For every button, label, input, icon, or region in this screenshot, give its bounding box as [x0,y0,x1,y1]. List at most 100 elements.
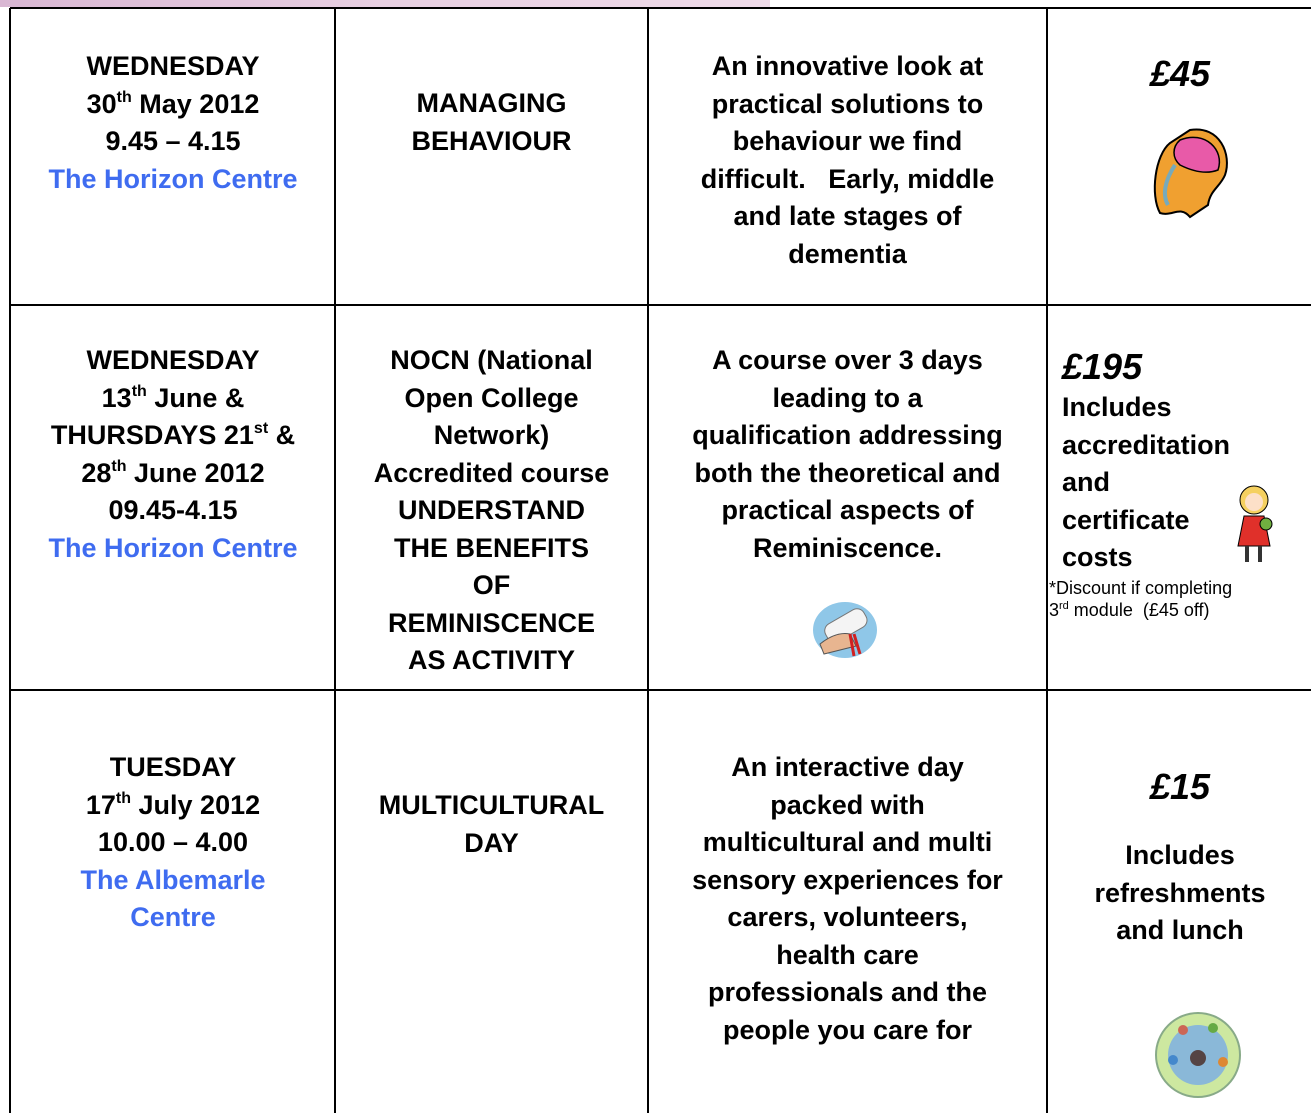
date-line: TUESDAY [109,752,237,782]
price-includes: Includes refreshments and lunch [1049,837,1311,950]
course-title: BEHAVIOUR [411,125,572,156]
date-line: 09.45-4.15 [108,495,238,525]
doll-icon [1237,485,1273,562]
title-cell: MULTICULTURAL DAY [337,787,646,862]
course-title: UNDERSTAND [398,495,585,525]
includes-line: costs [1062,542,1133,572]
description: practical solutions to [711,88,984,119]
course-title: Network) [433,420,550,450]
text-segment: July 2012 [131,789,261,820]
date-line: 10.00 – 4.00 [97,827,249,857]
text-segment: 17 [85,789,116,820]
superscript: th [131,382,147,400]
description: Reminiscence. [752,532,943,563]
includes-line: Includes [1125,840,1235,870]
table-border [10,7,1311,9]
course-title: THE BENEFITS [393,532,589,563]
head-icon [1153,128,1228,219]
course-title: NOCN (National [390,345,593,375]
description: multicultural and multi [702,827,993,857]
venue: The Albemarle [80,864,266,895]
description: An innovative look at [711,51,984,81]
text-segment: 28 [81,457,112,488]
superscript: th [116,88,132,106]
title-cell: MANAGING BEHAVIOUR [337,85,646,160]
includes-line: Includes [1062,392,1172,422]
venue: Centre [130,902,216,932]
date-line: 13th June & [12,380,334,418]
price-cell: £15 Includes refreshments and lunch [1049,765,1311,950]
text-segment: 3 [1049,599,1060,620]
course-title: MULTICULTURAL [378,790,605,820]
row-divider [10,304,1311,306]
row-divider [10,689,1311,691]
description: sensory experiences for [692,864,1003,895]
description: packed with [770,789,925,820]
includes-line: and [1062,467,1111,497]
date-line: WEDNESDAY [86,51,260,81]
course-title: AS ACTIVITY [407,645,575,675]
text-segment: May 2012 [131,88,260,119]
description: and late stages of [733,201,962,231]
description: carers, volunteers, [727,902,968,932]
date-line: THURSDAYS 21st & [12,417,334,455]
course-title: Accredited course [373,457,610,488]
description-cell: An interactive day packed with multicultur… [650,749,1045,1049]
includes-line: accreditation [1062,429,1231,460]
price-cell: £195 Includes accreditation and certificate c… [1049,345,1311,621]
superscript: th [111,457,127,475]
price-note: *Discount if completing 3rd module (£45 o… [1049,577,1311,621]
date-line: 28th June 2012 [12,455,334,493]
header-strip [0,0,770,7]
description: leading to a [772,382,923,413]
course-title: Open College [404,382,579,413]
date-cell: TUESDAY 17th July 2012 10.00 – 4.00 The Alb… [12,749,334,937]
description: qualification addressing [692,420,1003,450]
text-segment: & [268,420,296,450]
description: An interactive day [731,752,964,782]
text-segment: June & [146,382,245,413]
course-title: REMINISCENCE [387,607,596,638]
description: dementia [788,238,907,269]
date-line: 9.45 – 4.15 [105,126,241,156]
date-line: 17th July 2012 [12,787,334,825]
diploma-icon [813,602,877,658]
description: both the theoretical and [694,457,1001,488]
description: people you care for [722,1014,973,1045]
description: practical aspects of [721,495,974,525]
column-divider [334,8,336,1113]
venue: The Horizon Centre [48,532,298,563]
price: £45 [1149,53,1211,94]
price: £15 [1149,766,1211,807]
superscript: th [115,789,132,807]
note-line: 3rd module (£45 off) [1049,599,1311,621]
price-cell: £45 [1049,52,1311,96]
column-divider [9,8,11,1113]
superscript: rd [1059,599,1069,612]
text-segment: June 2012 [126,457,265,488]
includes-line: refreshments [1094,877,1266,908]
text-segment: module (£45 off) [1068,599,1210,620]
date-line: 30th May 2012 [12,86,334,124]
column-divider [1046,8,1048,1113]
date-cell: WEDNESDAY 30th May 2012 9.45 – 4.15 The Hor… [12,48,334,198]
course-title: DAY [464,827,519,858]
superscript: st [253,420,269,437]
description-cell: A course over 3 days leading to a qualific… [650,342,1045,567]
includes-line: certificate [1062,504,1190,535]
description: difficult. Early, middle [700,163,995,194]
description: health care [776,939,919,970]
text-segment: 30 [86,88,117,119]
description-cell: An innovative look at practical solutions… [650,48,1045,273]
column-divider [647,8,649,1113]
venue: The Horizon Centre [48,163,298,194]
price: £195 [1062,346,1143,387]
course-title: MANAGING [416,88,567,118]
title-cell: NOCN (National Open College Network) Accred… [337,342,646,680]
description: professionals and the [707,977,988,1007]
text-segment: 13 [101,382,132,413]
date-line: WEDNESDAY [86,345,260,375]
globe-icon [1155,1012,1241,1098]
date-cell: WEDNESDAY 13th June & THURSDAYS 21st & 28th… [12,342,334,567]
course-title: OF [472,570,511,600]
